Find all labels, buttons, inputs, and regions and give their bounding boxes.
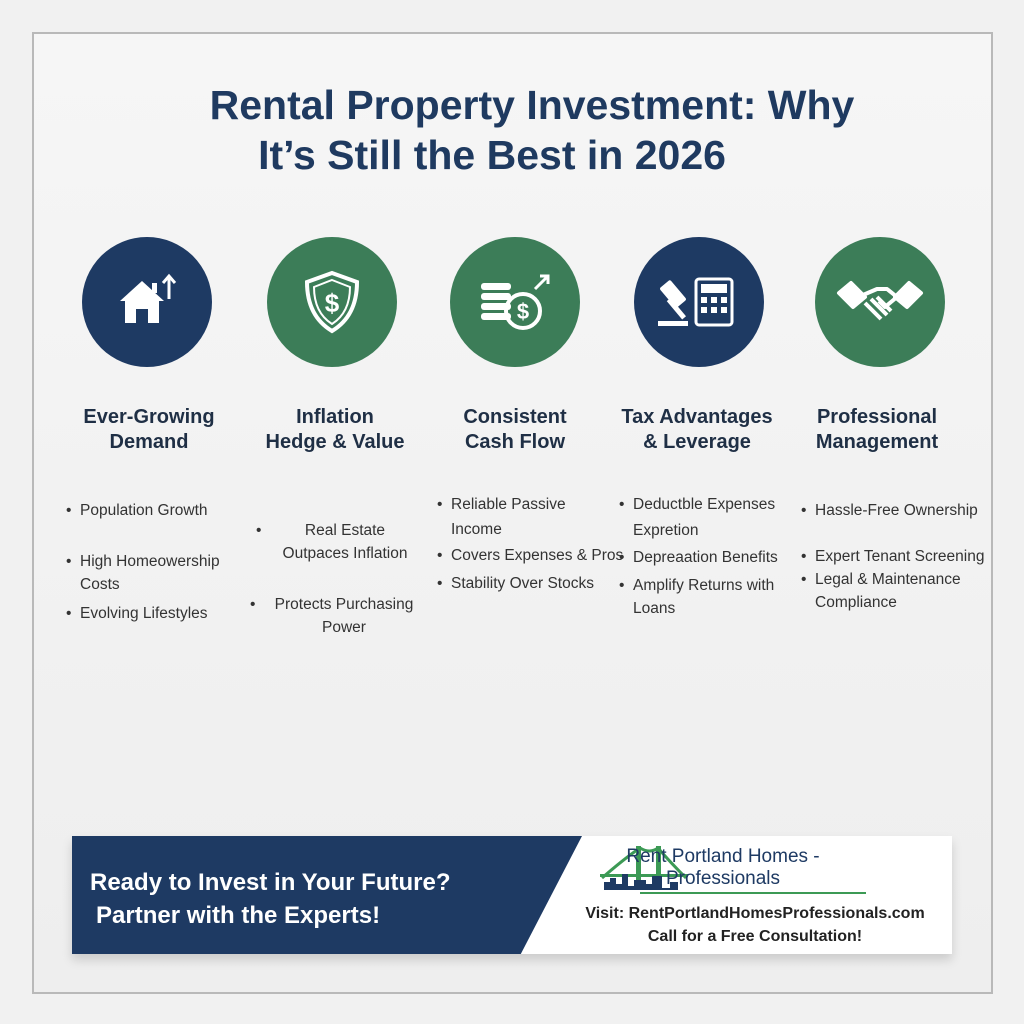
- column-heading: Tax Advantages & Leverage: [621, 406, 773, 453]
- shield-dollar-icon: $: [267, 237, 397, 367]
- list-item: Legal & Maintenance Compliance: [801, 568, 985, 614]
- column-heading: Professional Management: [815, 406, 939, 453]
- column-heading: Inflation Hedge & Value: [265, 406, 405, 453]
- list-item: Depreaation Benefits: [619, 546, 803, 569]
- coins-dollar-icon: $: [450, 237, 580, 367]
- list-item: Evolving Lifestyles: [66, 602, 250, 625]
- handshake-icon: [815, 237, 945, 367]
- list-item: Hassle-Free Ownership: [801, 499, 995, 522]
- list-item: Amplify Returns with Loans: [619, 574, 798, 620]
- list-item: Real Estate Outpaces Inflation: [256, 519, 420, 565]
- gavel-calculator-icon: [634, 237, 764, 367]
- list-item: Reliable Passive Income: [437, 492, 591, 542]
- list-item: Protects Purchasing Power: [250, 593, 424, 639]
- cta-banner: Ready to Invest in Your Future? Partner w…: [72, 836, 952, 954]
- column-heading: Ever-Growing Demand: [83, 406, 215, 453]
- logo-underline: [640, 892, 866, 894]
- cta-text: Ready to Invest in Your Future? Partner w…: [90, 869, 451, 929]
- list-item: High Homeowership Costs: [66, 550, 250, 596]
- svg-text:$: $: [517, 299, 529, 324]
- contact-info: Visit: RentPortlandHomesProfessionals.co…: [560, 902, 950, 948]
- house-arrow-up-icon: [82, 237, 212, 367]
- list-item: Deductble Expenses Expretion: [619, 492, 793, 544]
- list-item: Population Growth: [66, 499, 250, 522]
- list-item: Expert Tenant Screening: [801, 545, 1000, 568]
- column-heading: Consistent Cash Flow: [463, 406, 567, 453]
- svg-text:$: $: [325, 288, 340, 318]
- list-item: Covers Expenses & Pros: [437, 544, 631, 567]
- brand-name: Rent Portland Homes - Professionals: [626, 846, 820, 889]
- website-link[interactable]: Visit: RentPortlandHomesProfessionals.co…: [585, 905, 925, 922]
- cta-panel: Ready to Invest in Your Future? Partner w…: [72, 836, 582, 954]
- list-item: Stability Over Stocks: [437, 572, 621, 595]
- page-title: Rental Property Investment: Why It’s Sti…: [209, 82, 855, 178]
- bridge-skyline-logo: [600, 845, 688, 890]
